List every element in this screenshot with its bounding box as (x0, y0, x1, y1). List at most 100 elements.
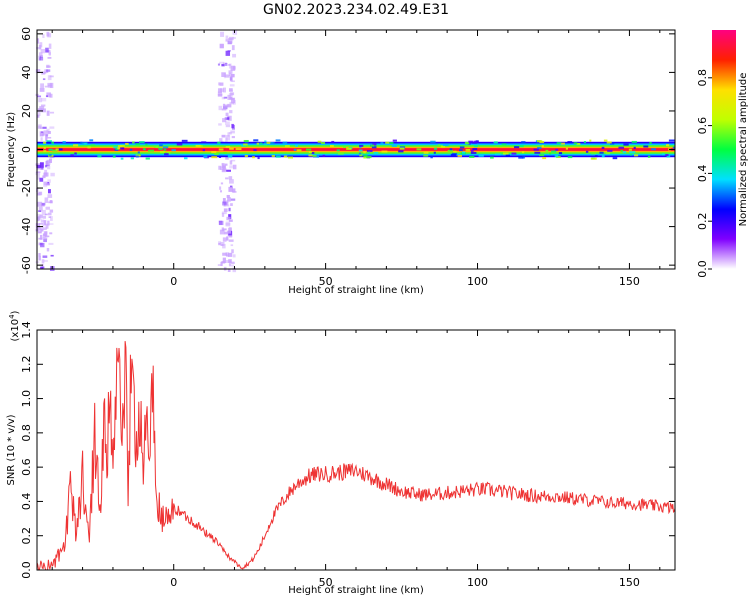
spectrogram-band-cell (317, 140, 322, 143)
spectrogram-band-cell (137, 151, 140, 154)
spectrogram-streak-cell (44, 169, 48, 175)
spectrogram-band-cell (312, 154, 317, 157)
spectrogram-streak-cell (47, 84, 53, 88)
spectrogram-streak-cell (36, 95, 42, 98)
spectrogram-band-cell (329, 144, 334, 147)
spectrogram-streak-cell (38, 255, 41, 261)
spectrogram-band-cell (465, 142, 470, 145)
spectrogram-streak-cell (221, 134, 226, 138)
spectrogram-band-cell (87, 146, 91, 149)
colorbar-tick-label: 0.0 (696, 260, 709, 278)
spectrogram-band-cell (359, 146, 362, 149)
y-tick-label: 0.0 (20, 561, 33, 579)
spectrogram-streak-cell (228, 219, 233, 222)
spectrogram-streak-cell (218, 105, 223, 111)
spectrogram-band-cell (119, 144, 125, 147)
spectrogram-streak-cell (229, 102, 234, 105)
spectrogram-streak-cell (42, 126, 47, 129)
spectrogram-band-cell (589, 139, 592, 142)
spectrogram-streak-cell (38, 97, 43, 103)
spectrogram-streak-cell (225, 252, 229, 256)
spectrogram-streak-cell (229, 165, 234, 169)
spectrogram-streak-cell (231, 136, 235, 139)
spectrogram-band-cell (47, 141, 51, 144)
spectrogram-band-cell (505, 154, 510, 157)
spectrogram-streak-cell (230, 98, 235, 101)
spectrogram-streak-cell (38, 210, 42, 212)
spectrogram-band-cell (373, 151, 379, 154)
spectrogram-streak-cell (222, 237, 227, 242)
spectrogram-band-cell (266, 141, 272, 144)
spectrogram-band-cell (125, 142, 129, 145)
spectrogram-streak-cell (232, 254, 236, 258)
spectrogram-band-cell (430, 140, 436, 143)
spectrogram-band-cell (541, 145, 544, 148)
spectrogram-streak-cell (44, 197, 49, 203)
spectrogram-band-cell (217, 141, 221, 144)
spectrogram-band-cell (203, 155, 208, 158)
spectrogram-band-cell (270, 142, 275, 145)
spectrogram-band-cell (176, 143, 183, 146)
x-axis-label: Height of straight line (km) (288, 285, 424, 296)
spectrogram-streak-cell (42, 78, 46, 81)
spectrogram-band-cell (139, 141, 145, 144)
spectrogram-streak-cell (225, 156, 229, 160)
spectrogram-streak-cell (222, 201, 227, 206)
spectrogram-streak-cell (44, 213, 48, 216)
spectrogram-streak-cell (48, 52, 51, 55)
spectrogram-streak-cell (228, 214, 232, 219)
spectrogram-streak-cell (40, 49, 45, 54)
spectrogram-streak-cell (218, 220, 223, 225)
spectrogram-streak-cell (47, 189, 51, 194)
spectrogram-streak-cell (40, 219, 45, 223)
spectrogram-band-cell (227, 155, 233, 158)
spectrogram-band-cell (440, 145, 446, 148)
spectrogram-band-cell (252, 156, 255, 159)
spectrogram-streak-cell (44, 165, 48, 168)
spectrogram-streak-cell (38, 124, 42, 129)
spectrogram-band-cell (282, 141, 288, 144)
spectrogram-band-cell (633, 146, 636, 149)
spectrogram-streak-cell (219, 43, 224, 49)
spectrogram-band-cell (522, 156, 526, 159)
spectrogram-streak-cell (219, 229, 225, 235)
spectrogram-band-cell (549, 152, 552, 155)
spectrogram-streak-cell (231, 123, 234, 129)
spectrogram-streak-cell (225, 50, 231, 56)
spectrogram-band-cell (253, 139, 259, 142)
spectrogram-band-cell (533, 148, 539, 151)
spectrogram-band-cell (499, 152, 505, 155)
spectrogram-streak-cell (48, 216, 51, 218)
spectrogram-streak-cell (223, 105, 228, 110)
spectrogram-streak-cell (219, 186, 222, 190)
spectrogram-streak-cell (228, 186, 233, 192)
spectrogram-streak-cell (43, 130, 49, 136)
spectrogram-streak-cell (222, 252, 227, 256)
spectrogram-streak-cell (231, 261, 235, 264)
spectrogram-band-cell (283, 155, 288, 158)
spectrogram-band-cell (399, 147, 405, 150)
spectrogram-band-cell (218, 155, 222, 158)
spectrogram-band-cell (225, 146, 231, 149)
spectrogram-band-cell (372, 143, 377, 146)
spectrogram-band-cell (359, 144, 364, 147)
spectrogram-streak-cell (229, 110, 233, 114)
spectrogram-band-cell (51, 141, 54, 144)
spectrogram-streak-cell (48, 223, 54, 225)
spectrogram-streak-cell (223, 87, 226, 93)
spectrogram-streak-cell (40, 242, 45, 248)
spectrogram-streak-cell (220, 241, 225, 246)
spectrogram-streak-cell (36, 114, 40, 118)
spectrogram-streak-cell (226, 216, 231, 221)
spectrogram-band-cell (55, 148, 59, 151)
spectrogram-band-cell (275, 155, 281, 158)
spectrogram-band-cell (145, 157, 150, 160)
spectrogram-streak-cell (49, 126, 55, 129)
spectrogram-streak-cell (47, 194, 53, 198)
spectrogram-streak-cell (218, 220, 224, 226)
y-axis-label: Frequency (Hz) (6, 112, 17, 188)
y-tick-label: -60 (20, 256, 33, 274)
spectrogram-streak-cell (50, 254, 54, 257)
spectrogram-band-cell (214, 153, 219, 156)
spectrogram-streak-cell (46, 65, 51, 68)
